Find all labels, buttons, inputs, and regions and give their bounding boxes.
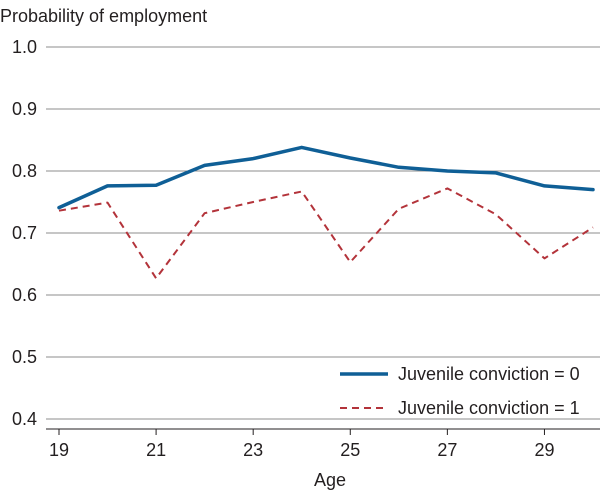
x-tick-label: 19 [49,440,69,460]
series-lines [57,145,595,280]
y-tick-label: 0.4 [12,409,37,429]
y-axis-ticks: 0.4 0.5 0.6 0.7 0.8 0.9 1.0 [12,37,37,429]
x-axis-title: Age [314,470,346,490]
series-line-1 [57,145,595,210]
gridlines [46,46,600,420]
x-tick-label: 21 [146,440,166,460]
y-tick-label: 0.6 [12,285,37,305]
y-tick-label: 1.0 [12,37,37,57]
series-line-2 [58,187,594,280]
y-tick-label: 0.9 [12,99,37,119]
y-axis-title: Probability of employment [0,6,207,26]
x-tick-label: 29 [534,440,554,460]
y-tick-label: 0.5 [12,347,37,367]
y-tick-label: 0.8 [12,161,37,181]
x-tick-label: 27 [437,440,457,460]
legend-label-2: Juvenile conviction = 1 [398,398,580,418]
x-tick-label: 23 [243,440,263,460]
legend: Juvenile conviction = 0 Juvenile convicti… [340,364,580,418]
x-tick-label: 25 [340,440,360,460]
y-tick-label: 0.7 [12,223,37,243]
x-axis: 19 21 23 25 27 29 [46,428,600,460]
legend-label-1: Juvenile conviction = 0 [398,364,580,384]
